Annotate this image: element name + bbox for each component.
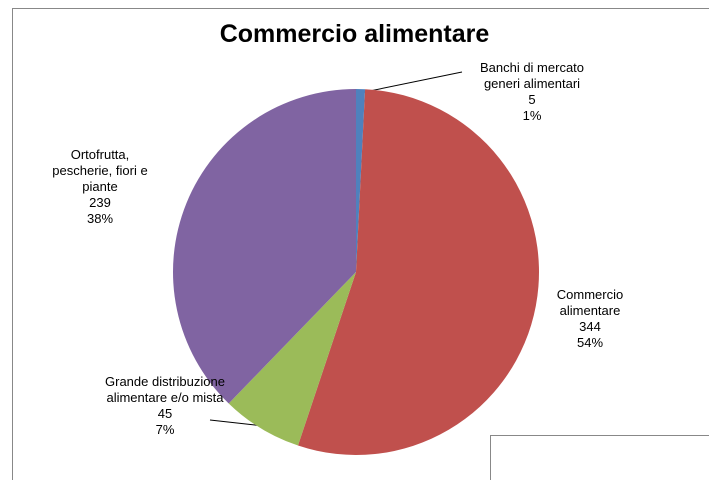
chart-title: Commercio alimentare [219,20,490,48]
value-label: 5 [528,92,536,107]
pie-slice [297,89,539,455]
data-label: Commercio alimentare 344 54% [540,287,640,351]
category-label: Banchi di mercato generi alimentari [479,60,585,91]
percent-label: 54% [576,335,604,350]
category-label: Grande distribuzione alimentare e/o mist… [105,374,225,405]
leader-line [359,71,463,94]
legend-box [490,435,709,480]
data-label: Ortofrutta, pescherie, fiori e piante 239… [40,147,160,227]
value-label: 239 [89,195,111,210]
data-label: Banchi di mercato generi alimentari 5 1% [462,60,602,124]
category-label: Ortofrutta, pescherie, fiori e piante [52,147,148,194]
value-label: 344 [579,319,601,334]
percent-label: 38% [86,211,114,226]
pie-slice [356,89,366,272]
pie-slice [228,272,356,446]
value-label: 45 [157,406,173,421]
category-label: Commercio alimentare [556,287,624,318]
percent-label: 7% [155,422,175,437]
data-label: Grande distribuzione alimentare e/o mist… [105,374,225,438]
percent-label: 1% [522,108,542,123]
pie-slice [173,89,356,404]
